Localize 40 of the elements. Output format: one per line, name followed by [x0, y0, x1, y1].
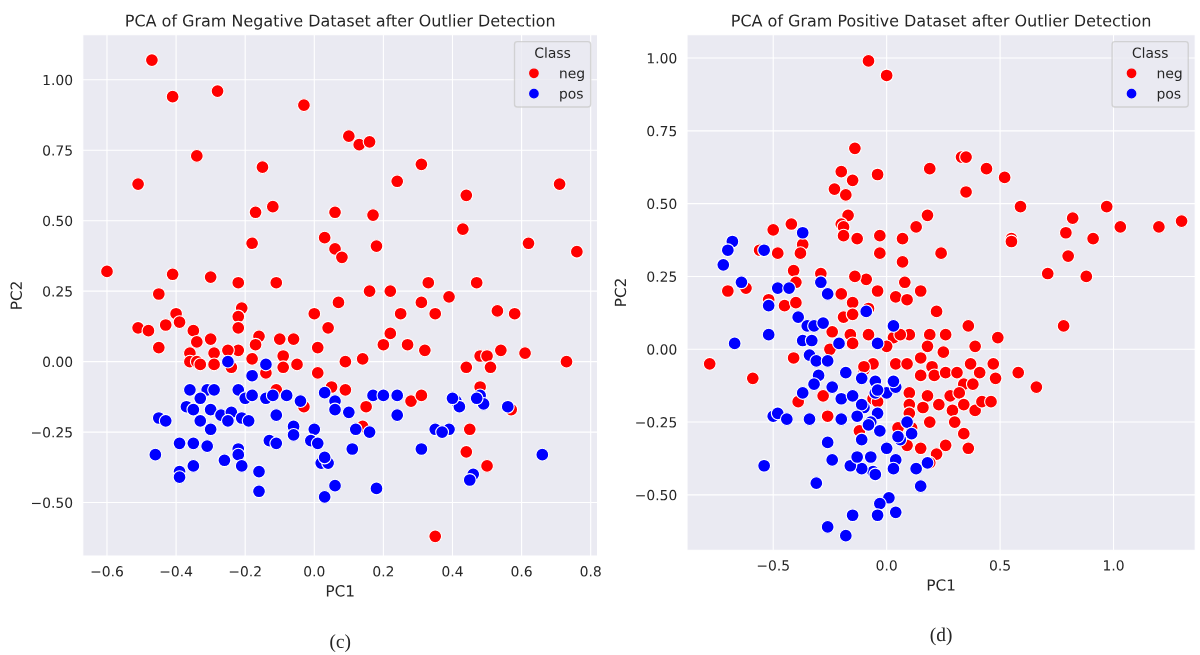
x-tick-label: −0.5 — [757, 560, 789, 571]
y-tick-label: −0.25 — [636, 417, 677, 428]
y-tick-label: 0.00 — [43, 356, 73, 368]
x-tick-label: 0.6 — [511, 566, 532, 577]
x-tick-label: 0.8 — [580, 566, 601, 577]
y-tick-label: 1.00 — [647, 52, 677, 64]
chart-title: PCA of Gram Positive Dataset after Outlier Detection — [732, 14, 1151, 27]
x-tick-label: 0.0 — [876, 560, 897, 571]
x-axis-title: PC1 — [927, 579, 955, 591]
text: (c) — [330, 634, 351, 652]
x-axis-title: PC1 — [326, 585, 354, 597]
y-tick-label: 0.00 — [647, 344, 677, 355]
legend-title: Class — [535, 47, 571, 58]
legend-title: Class — [1132, 47, 1168, 58]
legend-label: neg — [560, 70, 584, 82]
x-tick-label: −0.6 — [91, 566, 123, 577]
y-axis-title: PC2 — [10, 282, 22, 309]
x-tick-label: 0.5 — [989, 560, 1010, 571]
legend-label: pos — [560, 90, 583, 102]
x-tick-label: 0.4 — [442, 566, 463, 577]
y-tick-label: 1.00 — [43, 74, 73, 86]
legend-label: neg — [1157, 70, 1182, 82]
y-axis-title: PC2 — [614, 279, 627, 306]
y-tick-label: −0.25 — [31, 427, 72, 438]
y-tick-label: 0.50 — [43, 215, 73, 227]
legend-label: pos — [1157, 90, 1181, 102]
y-tick-label: −0.50 — [31, 497, 73, 509]
y-tick-label: 0.75 — [43, 145, 72, 156]
text: (d) — [930, 627, 952, 646]
y-tick-label: 0.75 — [647, 125, 677, 137]
chart-title: PCA of Gram Negative Dataset after Outlier Detection — [126, 14, 555, 30]
y-tick-label: 0.50 — [647, 198, 677, 210]
y-tick-label: −0.50 — [636, 489, 677, 501]
y-tick-label: 0.25 — [43, 286, 72, 297]
x-tick-label: −0.4 — [160, 566, 193, 577]
x-tick-label: −0.2 — [229, 566, 261, 577]
x-tick-label: 0.0 — [304, 566, 325, 577]
y-tick-label: 0.25 — [647, 271, 677, 282]
x-tick-label: 0.2 — [373, 566, 394, 577]
x-tick-label: 1.0 — [1104, 560, 1124, 571]
